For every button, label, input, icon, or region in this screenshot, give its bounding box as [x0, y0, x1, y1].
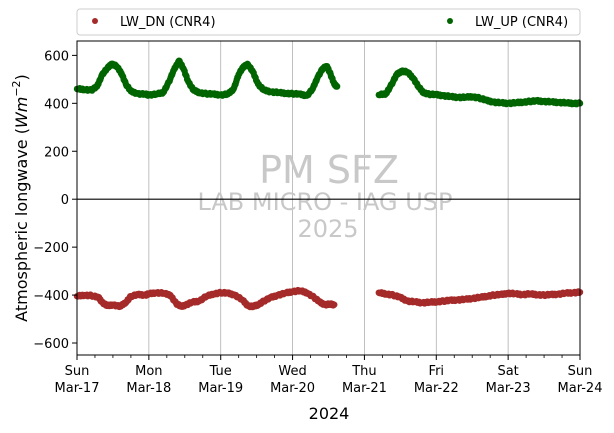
x-tick-label-day: Wed: [278, 364, 306, 379]
x-axis: Sun Mar-17 Mon Mar-18 Tue Mar-19 Wed Mar-20 Thu M…: [55, 355, 603, 396]
watermark-title: PM SFZ: [259, 148, 399, 192]
legend-frame: [76, 8, 581, 36]
data-point: [331, 301, 338, 308]
y-axis: 600 400 200 0 −200 −400 −600: [33, 49, 77, 352]
x-tick-label-day: Fri: [429, 364, 445, 379]
legend-label-lw-up: LW_UP (CNR4): [475, 15, 568, 30]
watermark-line-1: LAB MICRO - IAG USP: [197, 188, 452, 216]
y-tick-label: 200: [44, 145, 69, 160]
watermark-line-2: 2025: [297, 215, 358, 243]
x-tick-label-day: Mon: [135, 364, 162, 379]
y-tick-label: 600: [44, 49, 69, 64]
x-tick-label-date: Mar-23: [486, 381, 531, 396]
x-tick-label-day: Tue: [209, 364, 232, 379]
x-tick-label-date: Mar-24: [558, 381, 603, 396]
x-tick-label-date: Mar-19: [198, 381, 243, 396]
y-tick-label: 0: [61, 193, 69, 208]
x-tick-label-date: Mar-18: [126, 381, 171, 396]
y-axis-title-exponent: −2: [10, 80, 23, 96]
y-tick-label: −600: [33, 337, 69, 352]
y-axis-title-unit: Wm: [12, 97, 31, 128]
y-tick-label: 400: [44, 97, 69, 112]
legend-marker-lw-dn: [92, 18, 98, 24]
x-tick-label-day: Sun: [568, 364, 593, 379]
y-tick-label: −200: [33, 241, 69, 256]
y-axis-title-close: ): [12, 74, 31, 80]
x-axis-title: 2024: [309, 404, 350, 423]
x-tick-label-date: Mar-22: [414, 381, 459, 396]
data-series: [73, 57, 584, 311]
series-lw-up: [73, 57, 584, 108]
watermark: PM SFZ LAB MICRO - IAG USP 2025: [197, 148, 452, 243]
y-axis-title-text: Atmospheric longwave (: [12, 128, 31, 322]
legend-marker-lw-up: [447, 18, 453, 24]
y-axis-title: Atmospheric longwave (Wm−2): [10, 74, 31, 322]
x-tick-label-day: Thu: [351, 364, 376, 379]
series-lw-dn: [73, 286, 584, 311]
y-tick-label: −400: [33, 289, 69, 304]
legend-label-lw-dn: LW_DN (CNR4): [120, 15, 216, 30]
x-tick-label-date: Mar-21: [342, 381, 387, 396]
legend: LW_DN (CNR4) LW_UP (CNR4): [76, 8, 581, 36]
x-tick-label-date: Mar-20: [270, 381, 315, 396]
x-tick-label-day: Sun: [65, 364, 90, 379]
data-point: [333, 83, 341, 90]
x-tick-label-day: Sat: [497, 364, 518, 379]
x-tick-label-date: Mar-17: [55, 381, 100, 396]
